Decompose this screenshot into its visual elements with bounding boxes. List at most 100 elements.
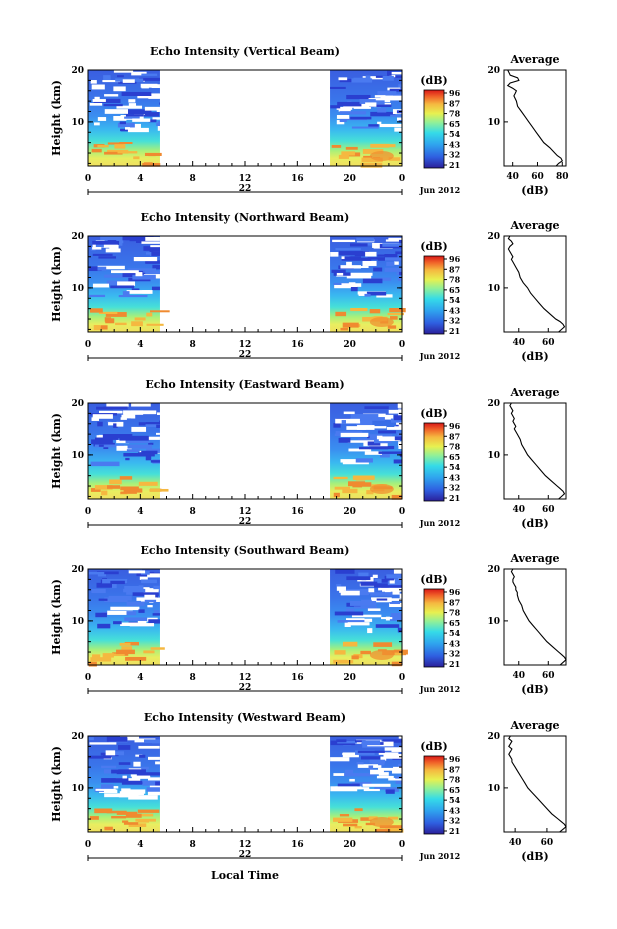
heatmap-cell <box>330 757 350 762</box>
heatmap-cell <box>119 142 133 145</box>
heatmap-cell <box>366 490 374 495</box>
x-tick-label: 16 <box>291 673 304 683</box>
x-tick-label: 12 <box>239 340 252 350</box>
average-x-tick-label: 40 <box>512 505 525 515</box>
heatmap-cell <box>342 461 369 465</box>
heatmap-cell <box>97 145 109 148</box>
heatmap-cell <box>337 101 362 107</box>
heatmap-cell <box>142 163 161 167</box>
heatmap-cell <box>104 317 112 322</box>
heatmap-cell <box>95 243 106 248</box>
heatmap-cell <box>373 642 393 647</box>
heatmap-cell <box>92 247 102 250</box>
heatmap-cell <box>115 322 127 326</box>
heatmap-cell <box>339 117 347 123</box>
heatmap-cell <box>102 80 121 83</box>
heatmap-cell <box>148 756 160 760</box>
heatmap-cell <box>339 111 366 115</box>
heatmap-cell <box>398 120 402 123</box>
heatmap-cell <box>149 588 160 592</box>
heatmap-cell <box>385 144 396 148</box>
heatmap-cell <box>335 418 361 424</box>
heatmap-cell <box>367 628 373 634</box>
heatmap-cell <box>385 789 395 794</box>
heatmap-cell <box>119 791 144 796</box>
panel-title: Echo Intensity (Eastward Beam) <box>145 378 344 391</box>
colorbar-tick-label: 78 <box>449 442 461 452</box>
heatmap-cell <box>368 765 374 771</box>
heatmap-cell <box>149 113 154 117</box>
heatmap-cell <box>350 414 379 419</box>
heatmap-cell <box>358 293 368 296</box>
heatmap-cell <box>378 752 399 755</box>
date-label: 22 <box>239 517 252 527</box>
heatmap-cell <box>126 601 145 606</box>
heatmap-cell <box>133 256 158 262</box>
heatmap-cell <box>362 76 387 80</box>
colorbar-tick-label: 32 <box>449 816 460 826</box>
heatmap-cell <box>92 654 101 659</box>
average-x-label: (dB) <box>521 517 548 530</box>
heatmap-cell <box>131 775 151 779</box>
x-tick-label: 0 <box>85 840 91 850</box>
heatmap-cell <box>367 257 387 260</box>
heatmap-cell <box>98 311 118 315</box>
heatmap-cell <box>136 238 146 243</box>
heatmap-cell <box>386 574 402 579</box>
heatmap-cell <box>391 828 402 832</box>
heatmap-cell <box>105 750 116 756</box>
heatmap-cell <box>362 278 383 284</box>
average-x-label: (dB) <box>521 350 548 363</box>
heatmap-cell <box>336 120 345 125</box>
average-frame <box>503 735 567 833</box>
average-title: Average <box>509 53 559 66</box>
heatmap-cell <box>127 127 149 133</box>
heatmap-cell <box>135 754 143 757</box>
panel-title: Echo Intensity (Westward Beam) <box>144 711 346 724</box>
heatmap-cell <box>91 588 106 594</box>
average-title: Average <box>509 552 559 565</box>
heatmap-cell <box>349 601 377 606</box>
heatmap-cell <box>348 282 356 285</box>
colorbar-tick-label: 78 <box>449 608 461 618</box>
heatmap-cell <box>367 417 385 421</box>
y-tick-label: 20 <box>71 232 84 242</box>
heatmap-cell <box>389 316 398 320</box>
heatmap-cell <box>98 598 108 601</box>
heatmap-cell <box>89 308 103 313</box>
heatmap-cell <box>398 276 402 281</box>
heatmap-cell <box>103 242 111 248</box>
heatmap-cell <box>133 156 140 160</box>
heatmap-cell <box>131 288 140 291</box>
heatmap-cell <box>131 426 147 432</box>
heatmap-cell <box>106 403 129 407</box>
colorbar-tick-label: 21 <box>449 160 460 170</box>
heatmap-cell <box>121 91 152 96</box>
heatmap-cell <box>370 769 384 775</box>
heatmap-cell <box>391 770 402 774</box>
heatmap-cell <box>90 461 120 467</box>
heatmap-cell <box>157 412 160 416</box>
heatmap-cell <box>355 740 366 743</box>
heatmap-cell <box>114 144 126 149</box>
heatmap-cell <box>348 448 372 452</box>
heatmap-cell <box>356 762 364 765</box>
heatmap-cell <box>343 660 354 664</box>
heatmap-cell <box>116 649 135 655</box>
x-tick-label: 8 <box>190 673 196 683</box>
x-tick-label: 12 <box>239 840 252 850</box>
heatmap-cell <box>381 617 402 620</box>
heatmap-cell <box>137 819 150 823</box>
heatmap-cell <box>394 436 402 441</box>
heatmap-cell <box>375 828 391 832</box>
heatmap-cell <box>393 415 402 421</box>
heatmap-cell <box>345 618 365 621</box>
heatmap-cell <box>104 94 119 97</box>
colorbar-tick-label: 43 <box>449 638 461 648</box>
heatmap-cell <box>125 656 147 661</box>
x-tick-label: 16 <box>291 340 304 350</box>
heatmap-cell <box>145 236 160 241</box>
x-tick-label: 12 <box>239 673 252 683</box>
heatmap-cell <box>123 410 144 415</box>
heatmap-cell <box>122 291 130 297</box>
